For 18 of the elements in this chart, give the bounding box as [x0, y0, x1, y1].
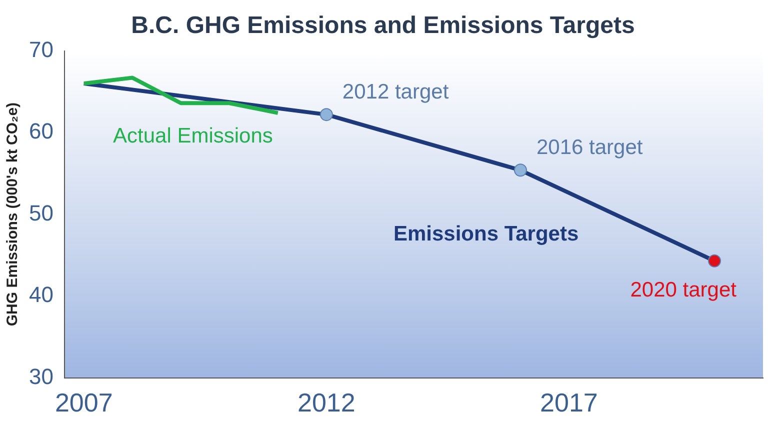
- y-tick-label: 70: [28, 36, 54, 62]
- y-tick-label: 40: [28, 282, 54, 308]
- annotation: 2016 target: [536, 136, 643, 159]
- chart-title: B.C. GHG Emissions and Emissions Targets: [131, 12, 635, 40]
- point: [708, 254, 721, 268]
- y-axis-title: GHG Emissions (000's kt CO₂e): [4, 102, 22, 326]
- y-tick-label: 50: [28, 200, 54, 226]
- x-tick-label: 2017: [540, 388, 598, 418]
- point: [320, 108, 333, 122]
- series-label: Actual Emissions: [113, 124, 273, 148]
- y-tick-label: 60: [28, 118, 54, 144]
- x-tick-label: 2012: [297, 388, 356, 418]
- series-label: Emissions Targets: [393, 222, 579, 246]
- annotation: 2020 target: [630, 278, 737, 302]
- point: [514, 164, 527, 177]
- x-tick-label: 2007: [54, 388, 113, 418]
- annotation: 2012 target: [342, 80, 449, 104]
- y-tick-label: 30: [28, 364, 54, 389]
